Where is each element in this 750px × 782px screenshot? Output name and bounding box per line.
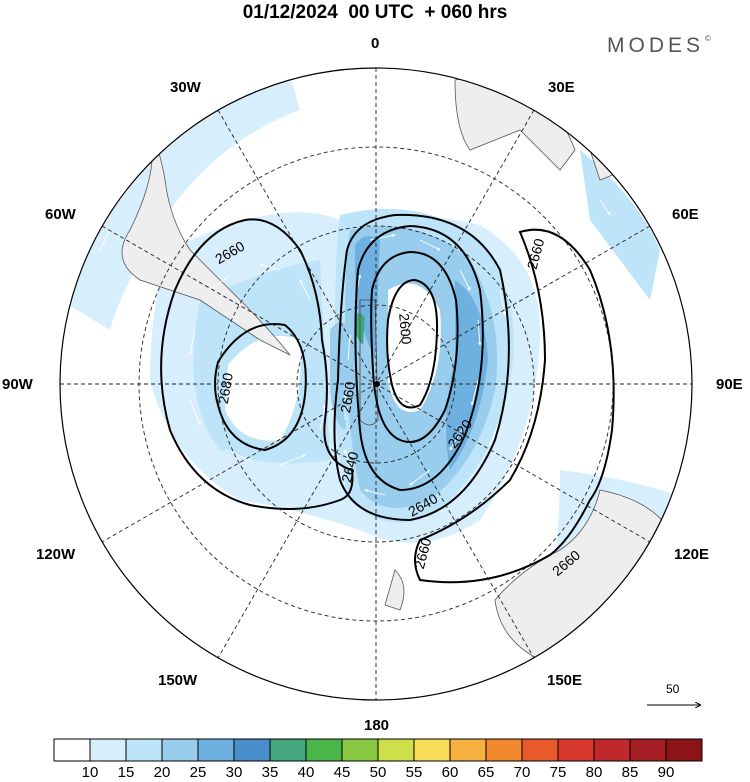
- colorbar-tick-label: 50: [369, 764, 387, 781]
- contour-label: 2660: [411, 536, 435, 570]
- lon-label-0: 0: [371, 35, 380, 52]
- colorbar-tick-label: 15: [117, 764, 135, 781]
- colorbar-tick-label: 25: [189, 764, 207, 781]
- colorbar-tick-label: 45: [333, 764, 351, 781]
- colorbar-tick-label: 90: [657, 764, 675, 781]
- lon-label-60e: 60E: [672, 206, 699, 223]
- lon-label-30e: 30E: [548, 79, 575, 96]
- modes-logo: MODES©: [607, 34, 711, 57]
- lon-label-120w: 120W: [36, 546, 76, 563]
- colorbar-tick-label: 85: [621, 764, 639, 781]
- colorbar-tick-label: 30: [225, 764, 243, 781]
- lon-label-30w: 30W: [170, 79, 201, 96]
- lon-label-150e: 150E: [547, 672, 583, 689]
- lon-label-60w: 60W: [45, 206, 76, 223]
- map-boundary: [59, 67, 693, 701]
- contour-label: 2640: [338, 450, 362, 484]
- colorbar-tick-label: 75: [549, 764, 567, 781]
- colorbar-tick-label: 40: [297, 764, 315, 781]
- colorbar-tick-label: 10: [81, 764, 99, 781]
- colorbar-tick-label: 65: [477, 764, 495, 781]
- chart-title: 01/12/2024 00 UTC + 060 hrs: [242, 2, 508, 23]
- lon-label-150w: 150W: [158, 672, 198, 689]
- colorbar-tick-label: 55: [405, 764, 423, 781]
- colorbar-tick-label: 35: [261, 764, 279, 781]
- vector-reference-label: 50: [666, 682, 680, 696]
- lon-label-90e: 90E: [716, 376, 743, 393]
- lon-label-90w: 90W: [2, 376, 33, 393]
- contour-label: 2660: [524, 236, 548, 270]
- lon-label-180: 180: [364, 717, 390, 734]
- contour-label: 2600: [396, 313, 415, 346]
- contour-label: 2660: [337, 380, 358, 414]
- colorbar-tick-label: 20: [153, 764, 171, 781]
- colorbar-tick-label: 70: [513, 764, 531, 781]
- lon-label-120e: 120E: [674, 546, 710, 563]
- south-pole-marker: [374, 381, 380, 387]
- contour-label: 2680: [215, 371, 236, 405]
- colorbar-tick-label: 80: [585, 764, 603, 781]
- colorbar-tick-label: 60: [441, 764, 459, 781]
